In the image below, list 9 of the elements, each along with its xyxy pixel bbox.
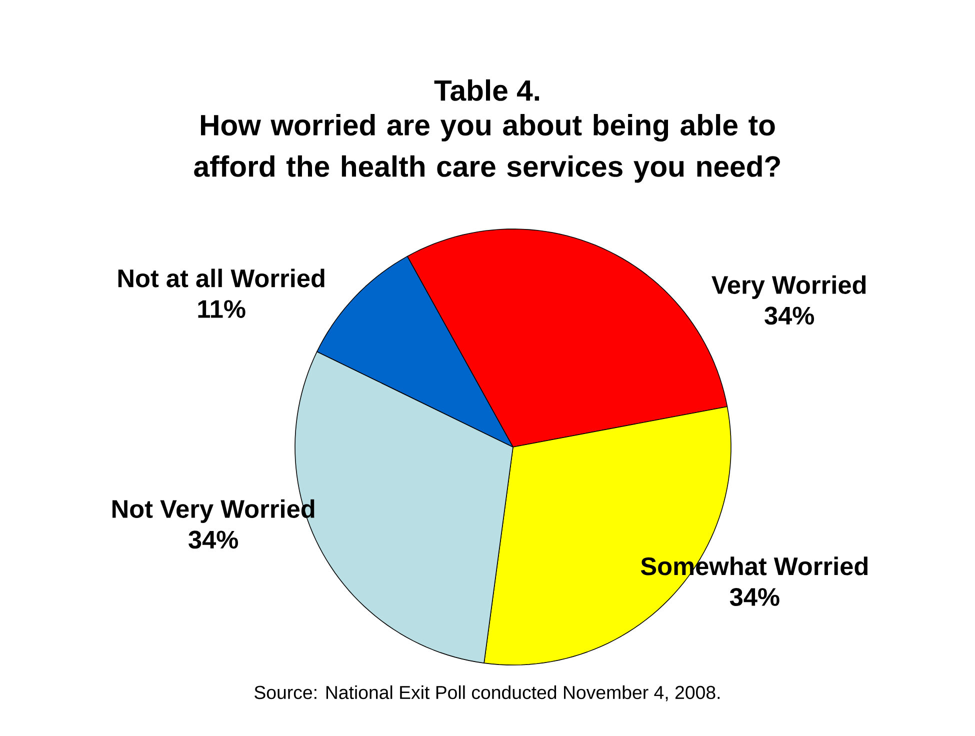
data-label: 34% [188, 530, 238, 549]
chart-subtitle: How worried are you about being able to afford the health care services you need? [194, 114, 780, 183]
data-label: 34% [764, 306, 814, 325]
chart-title: Table 4. [434, 79, 539, 101]
source-note: Source: National Exit Poll conducted November 4, 2008. [254, 685, 720, 702]
data-label: 11% [198, 300, 246, 318]
slice-label: Very Worried [712, 275, 866, 299]
data-label: 34% [730, 588, 780, 606]
slice-label: Not at all Worried [118, 268, 324, 288]
